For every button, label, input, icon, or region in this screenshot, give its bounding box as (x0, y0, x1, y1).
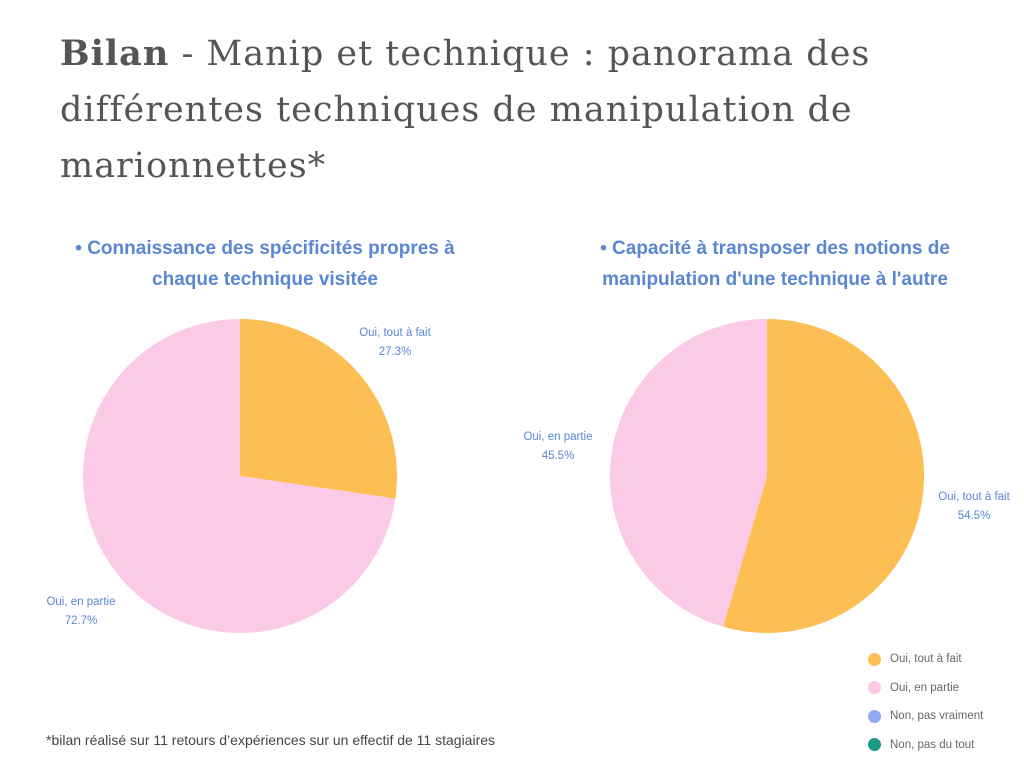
legend-dot-icon (868, 709, 881, 723)
legend-item: Non, pas vraiment (868, 702, 983, 731)
page-title: Bilan - Manip et technique : panorama de… (60, 26, 960, 194)
chart1-slice-0 (240, 319, 397, 499)
chart2-label-oui-partie: Oui, en partie 45.5% (523, 431, 593, 462)
chart1-title: • Connaissance des spécificités propres … (75, 238, 455, 290)
legend-item: Non, pas du tout (868, 731, 983, 760)
legend-item: Oui, en partie (868, 674, 983, 703)
chart2-slice-0 (723, 319, 924, 633)
legend-item: Oui, tout à fait (868, 645, 983, 674)
legend: Oui, tout à fait Oui, en partie Non, pas… (868, 645, 983, 759)
chart2-title: • Capacité à transposer des notions de m… (600, 238, 950, 290)
footnote: *bilan réalisé sur 11 retours d’expérien… (46, 732, 496, 748)
title-rest: - Manip et technique : panorama des diff… (60, 34, 871, 186)
title-bold: Bilan (60, 33, 170, 74)
legend-dot-icon (868, 681, 881, 695)
chart1-label-oui-tout: Oui, tout à fait 27.3% (359, 327, 431, 358)
chart1-slice-1 (83, 319, 396, 633)
chart1-label-oui-partie: Oui, en partie 72.7% (46, 596, 116, 627)
legend-dot-icon (868, 652, 881, 666)
chart2-slice-1 (610, 319, 767, 627)
legend-dot-icon (868, 738, 881, 752)
chart2-label-oui-tout: Oui, tout à fait 54.5% (938, 491, 1010, 522)
